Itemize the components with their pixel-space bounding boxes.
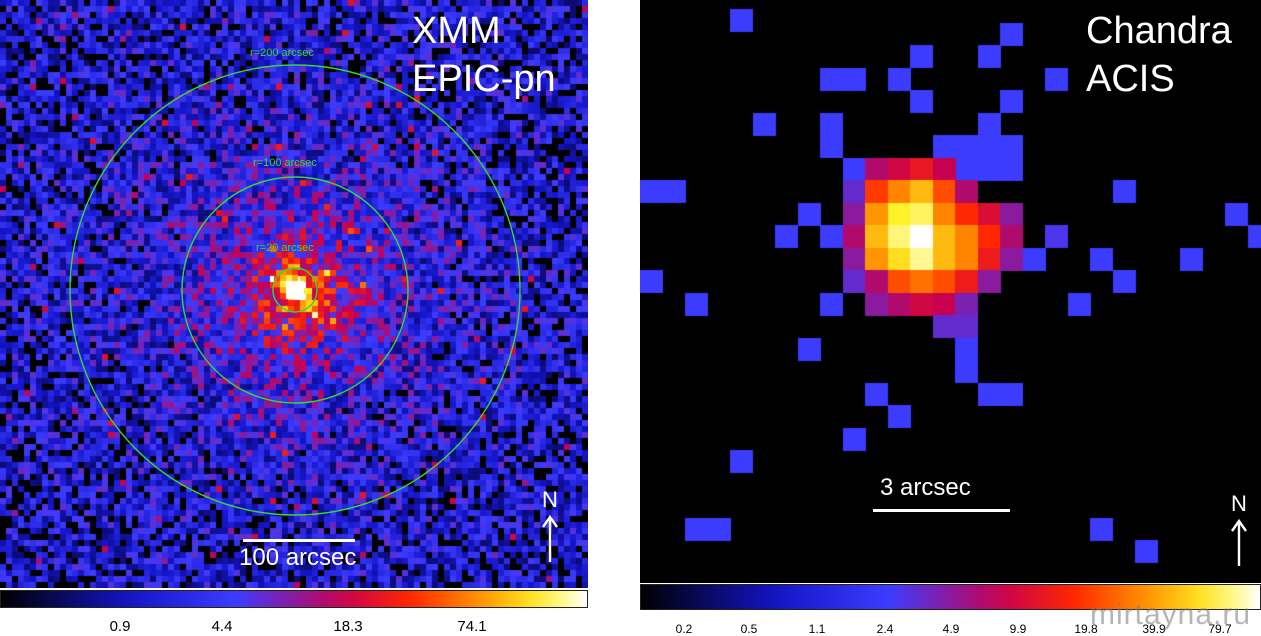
ring-20-arcsec: [272, 267, 318, 313]
chandra-tick-6: 19.8: [1074, 622, 1098, 636]
chandra-tick-0: 0.2: [675, 622, 693, 636]
chandra-scale-bar: [873, 509, 1010, 512]
chandra-title-line2: ACIS: [1086, 58, 1175, 100]
chandra-tick-5: 9.9: [1009, 622, 1027, 636]
xmm-tick-1: 4.4: [211, 618, 233, 635]
xmm-region-rings: [69, 64, 521, 516]
chandra-tick-7: 39.9: [1142, 622, 1166, 636]
xmm-image-panel: XMM EPIC-pn r=200 arcsec r=100 arcsec r=…: [0, 0, 588, 588]
xmm-north-indicator: N: [536, 488, 564, 564]
xmm-counts-image: [0, 0, 588, 588]
chandra-tick-1: 0.5: [740, 622, 758, 636]
xmm-scale-bar: [243, 539, 355, 542]
xmm-tick-0: 0.9: [109, 618, 131, 635]
chandra-colorbar-gradient: [640, 584, 1261, 610]
xmm-scale-label: 100 arcsec: [239, 544, 357, 571]
chandra-colorbar-topline: [640, 580, 1261, 583]
xmm-title-line1: XMM: [412, 10, 501, 52]
ring-100-arcsec: [181, 176, 409, 404]
xmm-tick-3: 74.1: [457, 618, 487, 635]
ring-label-100: r=100 arcsec: [253, 157, 317, 169]
chandra-tick-3: 2.4: [876, 622, 894, 636]
watermark: mirtayna.ru: [1090, 598, 1252, 631]
chandra-tick-8: 79.7: [1208, 622, 1232, 636]
chandra-tick-4: 4.9: [942, 622, 960, 636]
chandra-north-letter: N: [1231, 491, 1247, 516]
ring-label-200: r=200 arcsec: [250, 47, 314, 59]
chandra-north-indicator: N: [1225, 492, 1253, 568]
ring-200-arcsec: [69, 64, 521, 516]
chandra-scale-label: 3 arcsec: [880, 474, 971, 501]
xmm-title-line2: EPIC-pn: [412, 58, 556, 100]
north-arrow-icon: [542, 514, 558, 562]
xmm-north-letter: N: [542, 487, 558, 512]
north-arrow-icon: [1231, 518, 1247, 566]
chandra-title-line1: Chandra: [1086, 10, 1232, 52]
ring-label-20: r=20 arcsec: [256, 242, 314, 254]
chandra-tick-2: 1.1: [808, 622, 826, 636]
chandra-counts-image: [640, 0, 1261, 580]
xmm-colorbar: 0.9 4.4 18.3 74.1: [0, 588, 588, 636]
chandra-image-panel: Chandra ACIS 3 arcsec N: [640, 0, 1261, 580]
xmm-tick-2: 18.3: [333, 618, 363, 635]
chandra-colorbar: 0.2 0.5 1.1 2.4 4.9 9.9 19.8 39.9 79.7: [640, 580, 1261, 636]
xmm-colorbar-gradient: [0, 590, 588, 608]
